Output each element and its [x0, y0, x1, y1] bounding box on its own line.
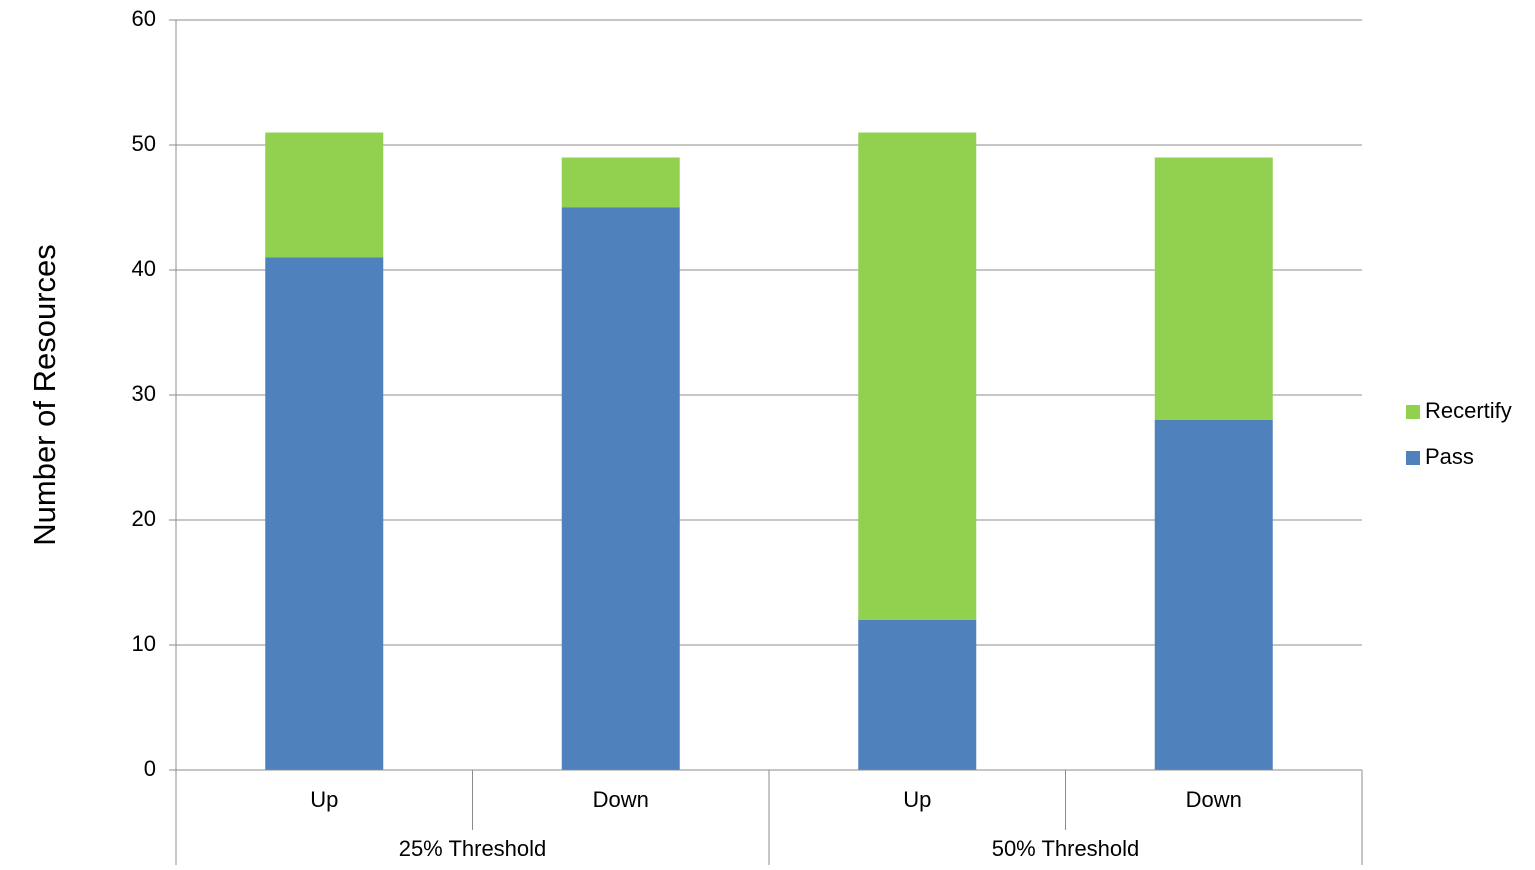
legend: Recertify Pass [1406, 398, 1512, 469]
x-category-label: Down [1186, 787, 1242, 812]
y-tick-label: 30 [132, 381, 156, 406]
x-group-labels: 25% Threshold 50% Threshold [399, 836, 1140, 861]
y-tick-labels: 0 10 20 30 40 50 60 [132, 6, 156, 781]
x-group-label: 50% Threshold [992, 836, 1140, 861]
legend-label-pass: Pass [1425, 444, 1474, 469]
axes [175, 20, 1363, 865]
bar-pass-0 [265, 257, 384, 770]
bar-pass-2 [858, 620, 977, 770]
y-tick-label: 60 [132, 6, 156, 31]
bar-recertify-1 [561, 157, 680, 208]
legend-label-recertify: Recertify [1425, 398, 1512, 423]
x-category-label: Up [310, 787, 338, 812]
y-tick-label: 20 [132, 506, 156, 531]
x-category-label: Up [903, 787, 931, 812]
bars [265, 132, 1273, 770]
y-tick-label: 50 [132, 131, 156, 156]
y-tick-label: 10 [132, 631, 156, 656]
y-tick-label: 0 [144, 756, 156, 781]
x-category-label: Down [593, 787, 649, 812]
bar-pass-1 [561, 207, 680, 770]
y-tick-label: 40 [132, 256, 156, 281]
legend-swatch-pass [1406, 451, 1420, 465]
y-axis-label: Number of Resources [27, 244, 62, 546]
bar-pass-3 [1154, 420, 1273, 770]
bar-recertify-2 [858, 132, 977, 620]
legend-swatch-recertify [1406, 405, 1420, 419]
bar-recertify-3 [1154, 157, 1273, 420]
x-group-label: 25% Threshold [399, 836, 547, 861]
bar-recertify-0 [265, 132, 384, 258]
x-category-labels: Up Down Up Down [310, 787, 1242, 812]
